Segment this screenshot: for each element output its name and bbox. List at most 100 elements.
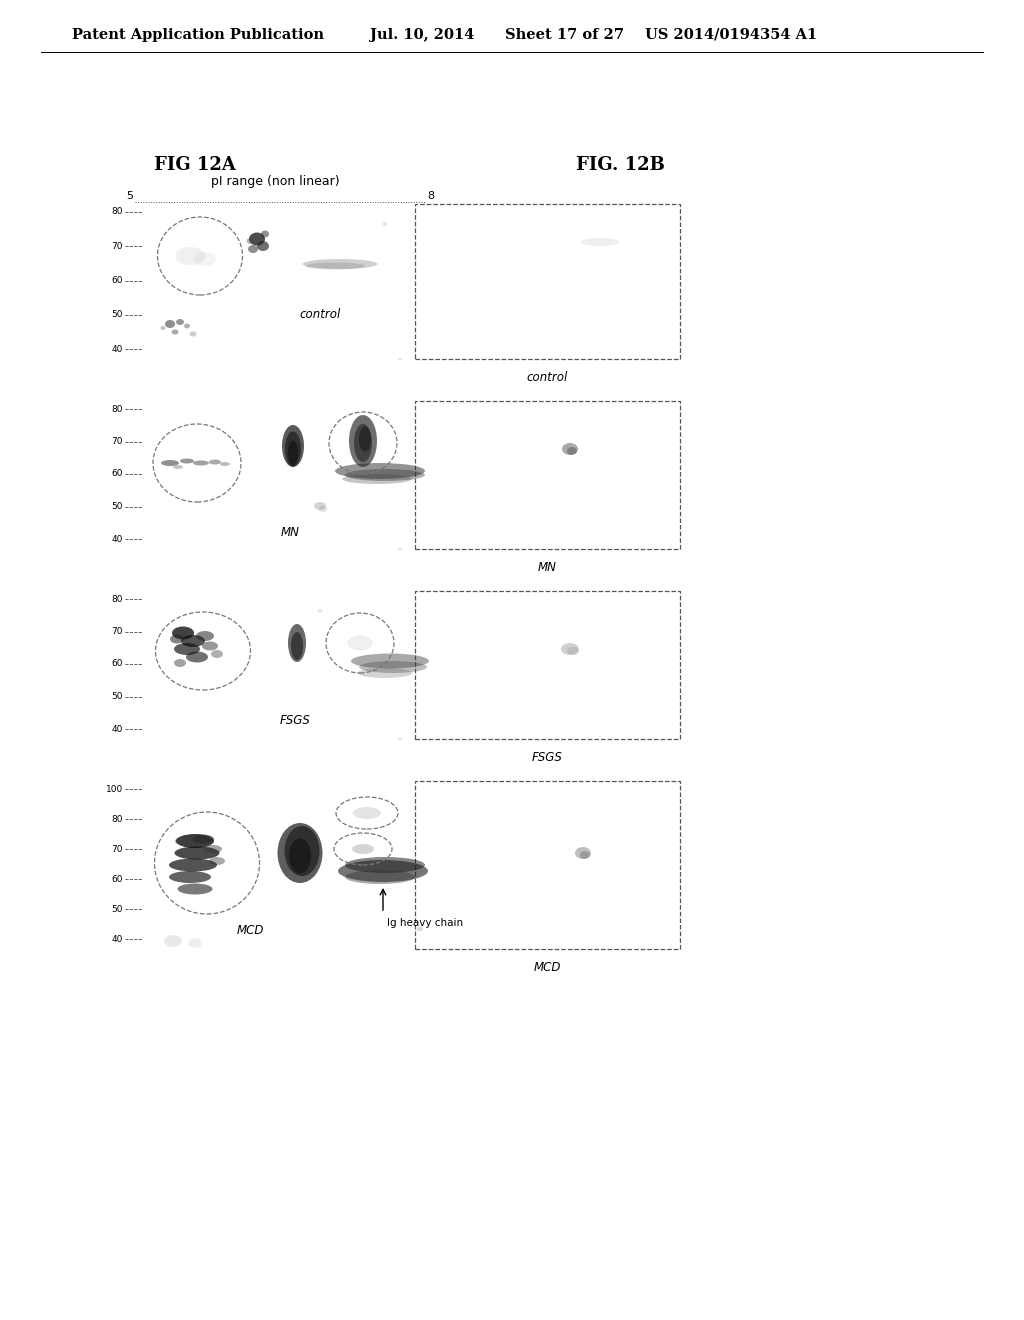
Ellipse shape [335,463,425,479]
Ellipse shape [345,870,415,884]
Ellipse shape [282,425,304,467]
Ellipse shape [567,647,579,655]
Ellipse shape [314,502,326,510]
Ellipse shape [204,845,222,853]
Ellipse shape [398,738,402,741]
Ellipse shape [194,252,216,267]
Ellipse shape [177,883,213,895]
Ellipse shape [176,834,214,847]
Ellipse shape [173,465,183,469]
Text: 70: 70 [112,437,123,446]
Ellipse shape [165,319,175,327]
Text: control: control [299,308,341,321]
Ellipse shape [291,632,303,660]
Text: 60: 60 [112,660,123,668]
Ellipse shape [175,247,205,265]
Ellipse shape [359,426,371,451]
Ellipse shape [174,846,219,859]
Ellipse shape [247,238,254,244]
Ellipse shape [288,624,306,663]
Ellipse shape [171,330,178,334]
Ellipse shape [349,414,377,467]
Ellipse shape [351,653,429,668]
Ellipse shape [184,323,190,329]
Text: 60: 60 [112,874,123,883]
Text: 80: 80 [112,814,123,824]
Text: 50: 50 [112,904,123,913]
Ellipse shape [383,222,387,226]
Text: 70: 70 [112,845,123,854]
Ellipse shape [347,635,373,651]
Ellipse shape [398,358,402,360]
Ellipse shape [575,847,591,859]
Text: 70: 70 [112,242,123,251]
Ellipse shape [285,826,319,876]
Text: Sheet 17 of 27: Sheet 17 of 27 [505,28,624,42]
Text: FIG. 12B: FIG. 12B [575,156,665,174]
Ellipse shape [161,326,166,330]
Ellipse shape [175,837,185,845]
Ellipse shape [220,462,230,466]
Text: MN: MN [281,527,299,540]
Text: 80: 80 [112,594,123,603]
Ellipse shape [319,506,327,512]
Text: MCD: MCD [237,924,264,937]
Ellipse shape [172,627,194,639]
Text: Patent Application Publication: Patent Application Publication [72,28,324,42]
Ellipse shape [261,231,269,238]
Ellipse shape [345,857,425,873]
Ellipse shape [193,461,209,466]
Ellipse shape [288,441,298,466]
Text: 60: 60 [112,470,123,479]
Ellipse shape [169,871,211,883]
Ellipse shape [359,661,427,673]
Ellipse shape [169,858,217,871]
Text: control: control [526,371,567,384]
Ellipse shape [193,834,214,843]
Ellipse shape [248,246,258,253]
Ellipse shape [285,432,301,466]
Ellipse shape [317,609,323,612]
Ellipse shape [209,857,225,865]
Bar [415,205,680,359]
Ellipse shape [417,927,423,931]
Text: 60: 60 [112,276,123,285]
Ellipse shape [188,939,202,948]
Ellipse shape [211,649,223,657]
Text: 80: 80 [112,404,123,413]
Ellipse shape [180,458,194,463]
Bar [415,781,680,949]
Text: US 2014/0194354 A1: US 2014/0194354 A1 [645,28,817,42]
Ellipse shape [174,643,200,655]
Ellipse shape [289,838,311,874]
Text: 50: 50 [112,310,123,319]
Ellipse shape [357,668,413,678]
Ellipse shape [581,238,618,246]
Ellipse shape [170,635,184,644]
Text: FSGS: FSGS [280,714,310,727]
Text: 40: 40 [112,935,123,944]
Text: 40: 40 [112,725,123,734]
Text: 5: 5 [126,191,133,201]
Ellipse shape [561,643,579,655]
Ellipse shape [176,319,184,325]
Text: 8: 8 [427,191,434,201]
Text: FIG 12A: FIG 12A [154,156,236,174]
Ellipse shape [342,474,412,484]
Bar [415,591,680,739]
Ellipse shape [302,259,378,269]
Text: 80: 80 [112,207,123,216]
Text: Jul. 10, 2014: Jul. 10, 2014 [370,28,474,42]
Ellipse shape [161,459,179,466]
Ellipse shape [580,851,590,859]
Text: MCD: MCD [534,961,561,974]
Ellipse shape [257,242,269,251]
Text: 100: 100 [105,784,123,793]
Ellipse shape [249,232,265,246]
Ellipse shape [338,861,428,882]
Ellipse shape [278,822,323,883]
Text: 50: 50 [112,692,123,701]
Ellipse shape [196,631,214,642]
Ellipse shape [398,548,402,550]
Ellipse shape [354,424,372,462]
